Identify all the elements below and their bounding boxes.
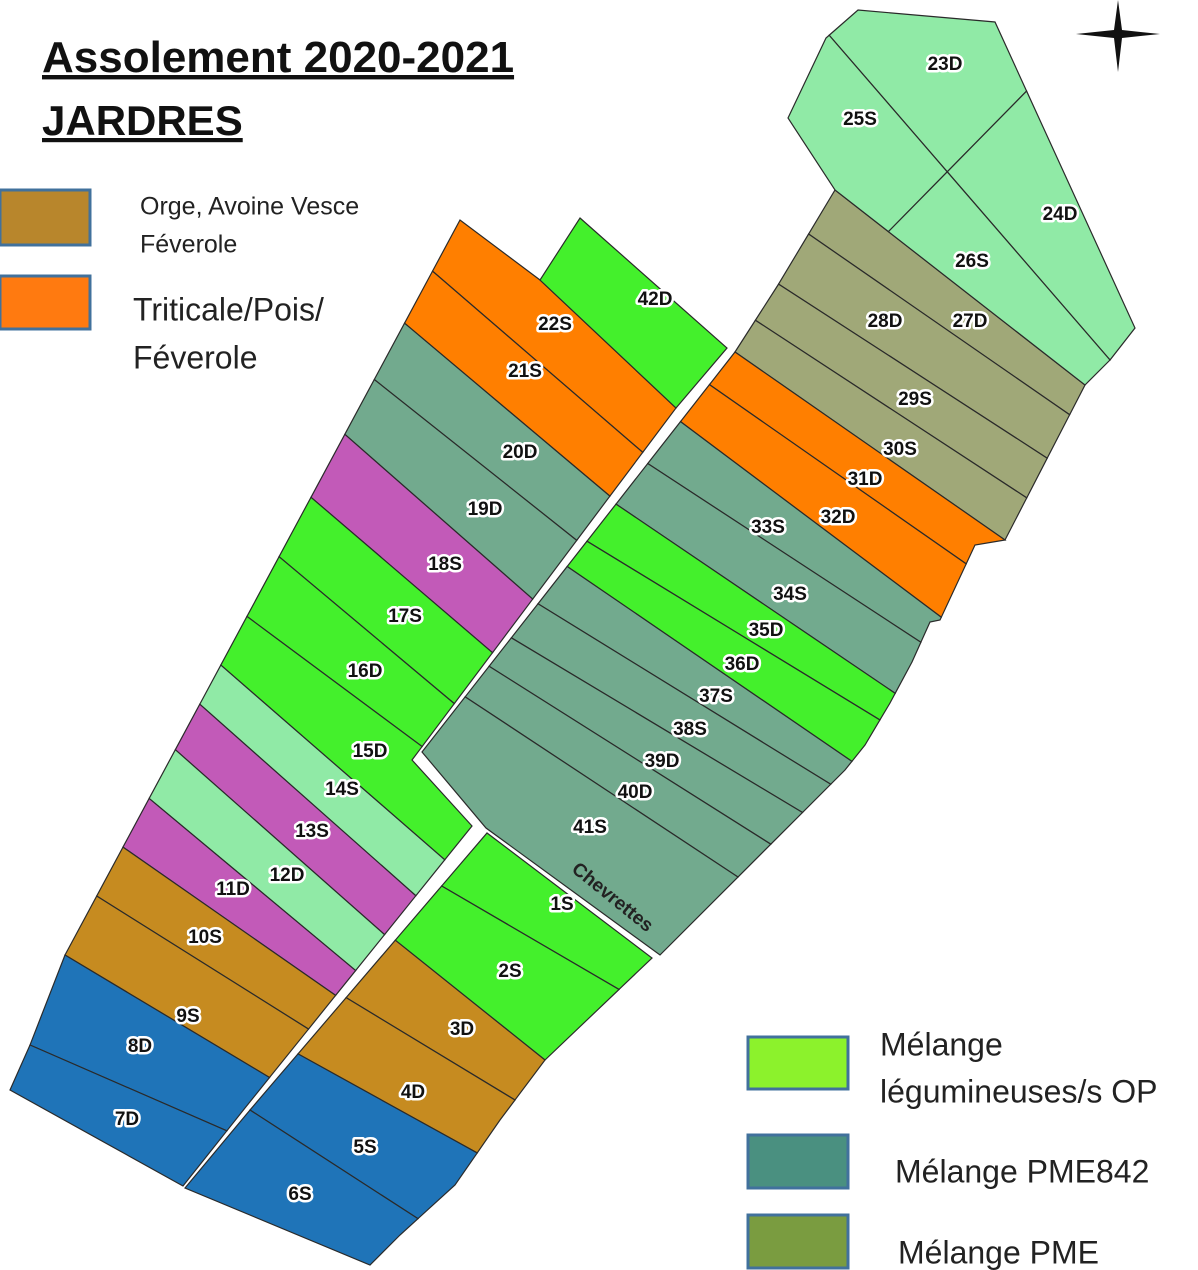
parcel-label: 23D bbox=[928, 54, 963, 75]
title: Assolement 2020-2021 bbox=[42, 33, 514, 82]
parcel bbox=[184, 1109, 419, 1266]
parcel-label: 34S bbox=[773, 584, 807, 605]
location: JARDRES bbox=[42, 97, 243, 144]
parcel-label: 5S bbox=[353, 1137, 376, 1158]
legend-swatch bbox=[746, 1035, 850, 1091]
parcel-label: 1S bbox=[550, 894, 573, 915]
legend-label: Mélange bbox=[880, 1026, 1003, 1062]
parcel-label: 7D bbox=[115, 1109, 139, 1130]
legend-swatch bbox=[0, 274, 92, 331]
north-star bbox=[1076, 0, 1160, 72]
parcel-label: 18S bbox=[428, 554, 462, 575]
parcel-label: 36D bbox=[725, 654, 760, 675]
parcel-label: 22S bbox=[538, 314, 572, 335]
parcel-label: 14S bbox=[325, 779, 359, 800]
parcel-label: 8D bbox=[128, 1036, 152, 1057]
north-star-shape bbox=[1076, 0, 1160, 72]
parcel-label: 4D bbox=[401, 1082, 425, 1103]
legend-label: Mélange PME bbox=[898, 1234, 1099, 1270]
parcel-label: 39D bbox=[645, 751, 680, 772]
parcel-label: 13S bbox=[295, 821, 329, 842]
parcel bbox=[421, 696, 739, 956]
legend-swatch bbox=[746, 1213, 850, 1270]
parcel-label: 17S bbox=[388, 606, 422, 627]
parcel-label: 26S bbox=[955, 251, 989, 272]
parcel-label: 30S bbox=[883, 439, 917, 460]
legend: Orge, Avoine Vesce Féverole Triticale/Pois… bbox=[0, 188, 1157, 1270]
parcel-label: 25S bbox=[843, 109, 877, 130]
parcel bbox=[887, 170, 1111, 386]
parcels bbox=[9, 9, 1136, 1266]
legend-label: Orge, Avoine Vesce bbox=[140, 193, 359, 221]
legend-label: Triticale/Pois/ bbox=[133, 291, 324, 327]
legend-label: Féverole bbox=[133, 339, 258, 375]
parcel bbox=[9, 1044, 228, 1187]
legend-label: Mélange PME842 bbox=[895, 1153, 1149, 1189]
parcel-label: 35D bbox=[749, 620, 784, 641]
parcel-label: 10S bbox=[188, 927, 222, 948]
parcel-label: 15D bbox=[353, 741, 388, 762]
legend-label: légumineuses/s OP bbox=[880, 1073, 1157, 1109]
parcel-label: 31D bbox=[848, 469, 883, 490]
legend-label: Féverole bbox=[140, 231, 237, 259]
parcel-label: 9S bbox=[176, 1006, 199, 1027]
parcel-label: 20D bbox=[503, 442, 538, 463]
parcel-label: 37S bbox=[699, 686, 733, 707]
parcel-label: 16D bbox=[348, 661, 383, 682]
parcel-label: 24D bbox=[1043, 204, 1078, 225]
parcel-label: 27D bbox=[953, 311, 988, 332]
parcel-label: 38S bbox=[673, 719, 707, 740]
parcel-labels: 22S 21S 20D 19D 18S 17S 16D 15D 14S 13S 12D 11D 10S 9… bbox=[112, 52, 1080, 1208]
parcel-label: 29S bbox=[898, 389, 932, 410]
parcel-label: 28D bbox=[868, 311, 903, 332]
parcel-label: 33S bbox=[751, 517, 785, 538]
parcel-label: 21S bbox=[508, 361, 542, 382]
parcel-label: 12D bbox=[270, 865, 305, 886]
parcel-label: 32D bbox=[821, 507, 856, 528]
parcel bbox=[249, 1053, 479, 1220]
parcel bbox=[29, 954, 271, 1132]
parcel-label: 3D bbox=[450, 1019, 474, 1040]
parcel-label: 2S bbox=[498, 961, 521, 982]
parcel-label: 11D bbox=[216, 879, 250, 900]
parcel-label: 42D bbox=[638, 289, 673, 310]
legend-swatch bbox=[746, 1133, 850, 1190]
parcel-label: 6S bbox=[288, 1184, 311, 1205]
parcel-label: 40D bbox=[618, 782, 653, 803]
legend-swatch bbox=[0, 188, 92, 247]
parcel bbox=[539, 217, 728, 409]
parcel-label: 19D bbox=[468, 499, 503, 520]
parcel-label: 41S bbox=[573, 817, 607, 838]
